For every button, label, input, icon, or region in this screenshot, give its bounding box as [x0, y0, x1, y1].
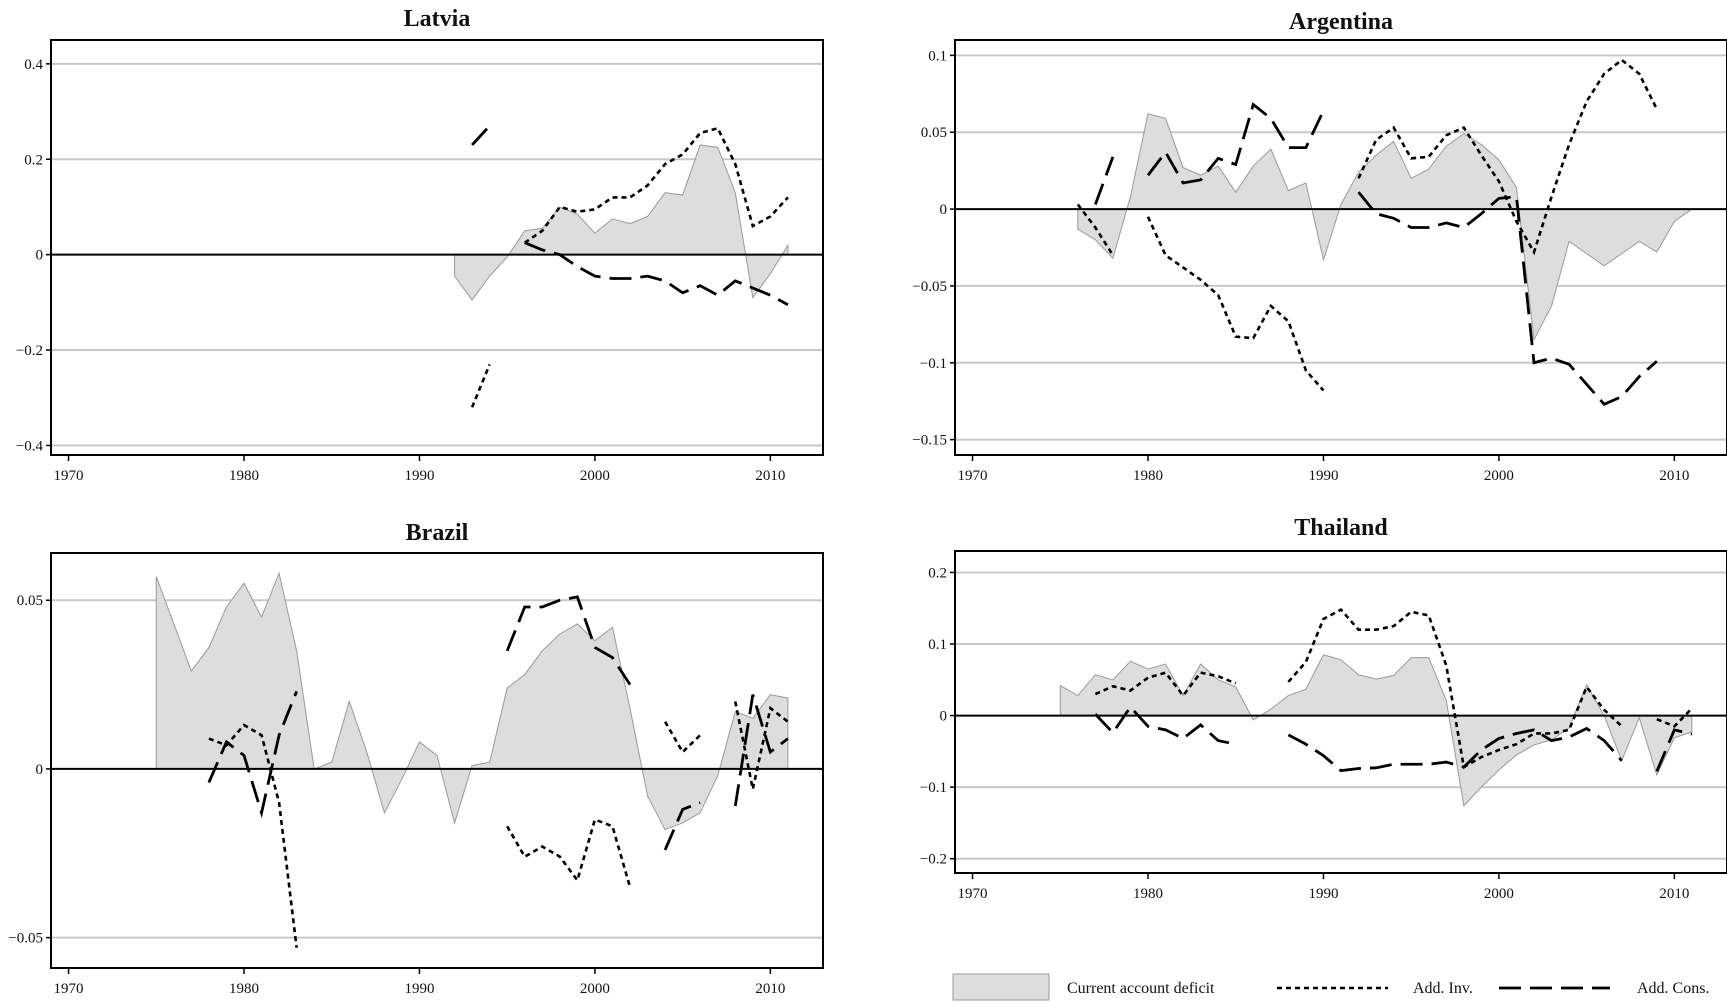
y-tick-label-argentina-4: 0.05	[921, 125, 947, 141]
series-inv-line-brazil-2	[663, 721, 702, 755]
y-tick-label-latvia-1: −0.2	[16, 343, 43, 359]
series-cons-line-argentina-2	[1357, 191, 1658, 406]
y-tick-label-argentina-3: 0	[940, 202, 948, 218]
series-inv-line-argentina-2	[1357, 58, 1658, 256]
chart-title-latvia: Latvia	[404, 6, 471, 32]
series-inv-line-latvia-0	[470, 363, 491, 408]
y-tick-label-latvia-4: 0.4	[24, 57, 43, 73]
series-ca-area-thailand-0	[1059, 654, 1693, 807]
x-tick-label-brazil-2: 1990	[404, 981, 434, 997]
x-tick-label-brazil-3: 2000	[580, 981, 610, 997]
series-inv-line-brazil-3	[733, 701, 789, 790]
y-tick-label-argentina-5: 0.1	[928, 48, 947, 64]
plot-frame-latvia	[50, 39, 824, 456]
legend: Current account deficit Add. Inv. Add. C…	[952, 973, 1709, 1001]
plot-frame-thailand	[954, 550, 1727, 874]
y-tick-label-latvia-2: 0	[36, 248, 44, 264]
y-tick-label-latvia-3: 0.2	[24, 152, 43, 168]
y-tick-label-argentina-0: −0.15	[912, 433, 947, 449]
legend-label-cons: Add. Cons.	[1637, 980, 1709, 997]
series-ca-area-latvia-0	[454, 144, 789, 301]
plot-frame-argentina	[954, 39, 1727, 456]
x-tick-label-thailand-0: 1970	[958, 886, 988, 902]
x-tick-label-argentina-1: 1980	[1133, 468, 1163, 484]
chart-thailand: Thailand −0.2 −0.1 0 0.1 0.2 1970 1980 1990 2000 2…	[920, 515, 1727, 902]
series-ca-area-argentina-0	[1077, 113, 1694, 342]
x-tick-label-thailand-2: 1990	[1308, 886, 1338, 902]
y-tick-label-thailand-4: 0.2	[928, 565, 947, 581]
chart-title-argentina: Argentina	[1289, 9, 1393, 35]
legend-label-inv: Add. Inv.	[1413, 980, 1473, 997]
x-tick-label-brazil-1: 1980	[229, 981, 259, 997]
chart-argentina: Argentina −0.15 −0.1 −0.05 0 0.05 0.1 1970 1980 1…	[912, 9, 1727, 484]
y-tick-label-latvia-0: −0.4	[16, 438, 44, 454]
series-cons-line-thailand-2	[1655, 728, 1693, 772]
series-inv-line-brazil-1	[506, 817, 632, 888]
x-tick-label-latvia-0: 1970	[54, 468, 84, 484]
series-cons-line-brazil-2	[663, 801, 701, 851]
y-tick-label-brazil-1: 0	[36, 762, 44, 778]
series-ca-area-brazil-0	[155, 571, 789, 831]
series-inv-line-argentina-0	[1076, 203, 1115, 256]
x-tick-label-brazil-0: 1970	[54, 981, 84, 997]
series-cons-line-brazil-0	[207, 690, 298, 819]
series-cons-line-thailand-0	[1094, 704, 1237, 746]
series-cons-line-argentina-0	[1094, 156, 1115, 205]
y-tick-label-brazil-0: −0.05	[8, 931, 43, 947]
y-tick-label-thailand-0: −0.2	[920, 852, 947, 868]
x-tick-label-latvia-3: 2000	[580, 468, 610, 484]
series-cons-line-brazil-3	[733, 694, 789, 807]
series-inv-line-thailand-2	[1656, 707, 1693, 728]
plot-frame-brazil	[50, 552, 824, 969]
series-cons-line-thailand-1	[1287, 726, 1623, 773]
y-tick-label-argentina-2: −0.05	[912, 279, 947, 295]
legend-label-ca: Current account deficit	[1067, 980, 1215, 997]
series-cons-line-argentina-1	[1146, 102, 1325, 185]
x-tick-label-thailand-4: 2010	[1659, 886, 1689, 902]
panels: Latvia −0.4 −0.2 0 0.2 0.4 1970 1980 1990 2000 201…	[8, 6, 1727, 997]
series-cons-line-latvia-0	[471, 124, 491, 146]
series-cons-line-brazil-1	[505, 595, 632, 686]
chart-title-thailand: Thailand	[1294, 515, 1388, 541]
y-tick-label-argentina-1: −0.1	[920, 356, 947, 372]
x-tick-label-argentina-2: 1990	[1308, 468, 1338, 484]
x-tick-label-argentina-3: 2000	[1484, 468, 1514, 484]
x-tick-label-thailand-3: 2000	[1484, 886, 1514, 902]
y-tick-label-thailand-1: −0.1	[920, 780, 947, 796]
chart-title-brazil: Brazil	[406, 520, 469, 546]
series-cons-line-latvia-1	[524, 241, 789, 306]
x-tick-label-brazil-4: 2010	[755, 981, 785, 997]
x-tick-label-latvia-1: 1980	[229, 468, 259, 484]
series-inv-line-thailand-0	[1094, 671, 1237, 698]
chart-latvia: Latvia −0.4 −0.2 0 0.2 0.4 1970 1980 1990 2000 201…	[16, 6, 824, 484]
x-tick-label-latvia-2: 1990	[404, 468, 434, 484]
series-inv-line-argentina-1	[1146, 216, 1325, 392]
legend-swatch-ca	[952, 973, 1050, 1001]
series-inv-line-brazil-0	[208, 723, 298, 948]
x-tick-label-thailand-1: 1980	[1133, 886, 1163, 902]
y-tick-label-brazil-2: 0.05	[17, 593, 43, 609]
x-tick-label-argentina-4: 2010	[1659, 468, 1689, 484]
y-tick-label-thailand-3: 0.1	[928, 637, 947, 653]
chart-brazil: Brazil −0.05 0 0.05 1970 1980 1990 2000 2010	[8, 520, 824, 997]
x-tick-label-latvia-4: 2010	[755, 468, 785, 484]
y-tick-label-thailand-2: 0	[940, 709, 948, 725]
x-tick-label-argentina-0: 1970	[958, 468, 988, 484]
